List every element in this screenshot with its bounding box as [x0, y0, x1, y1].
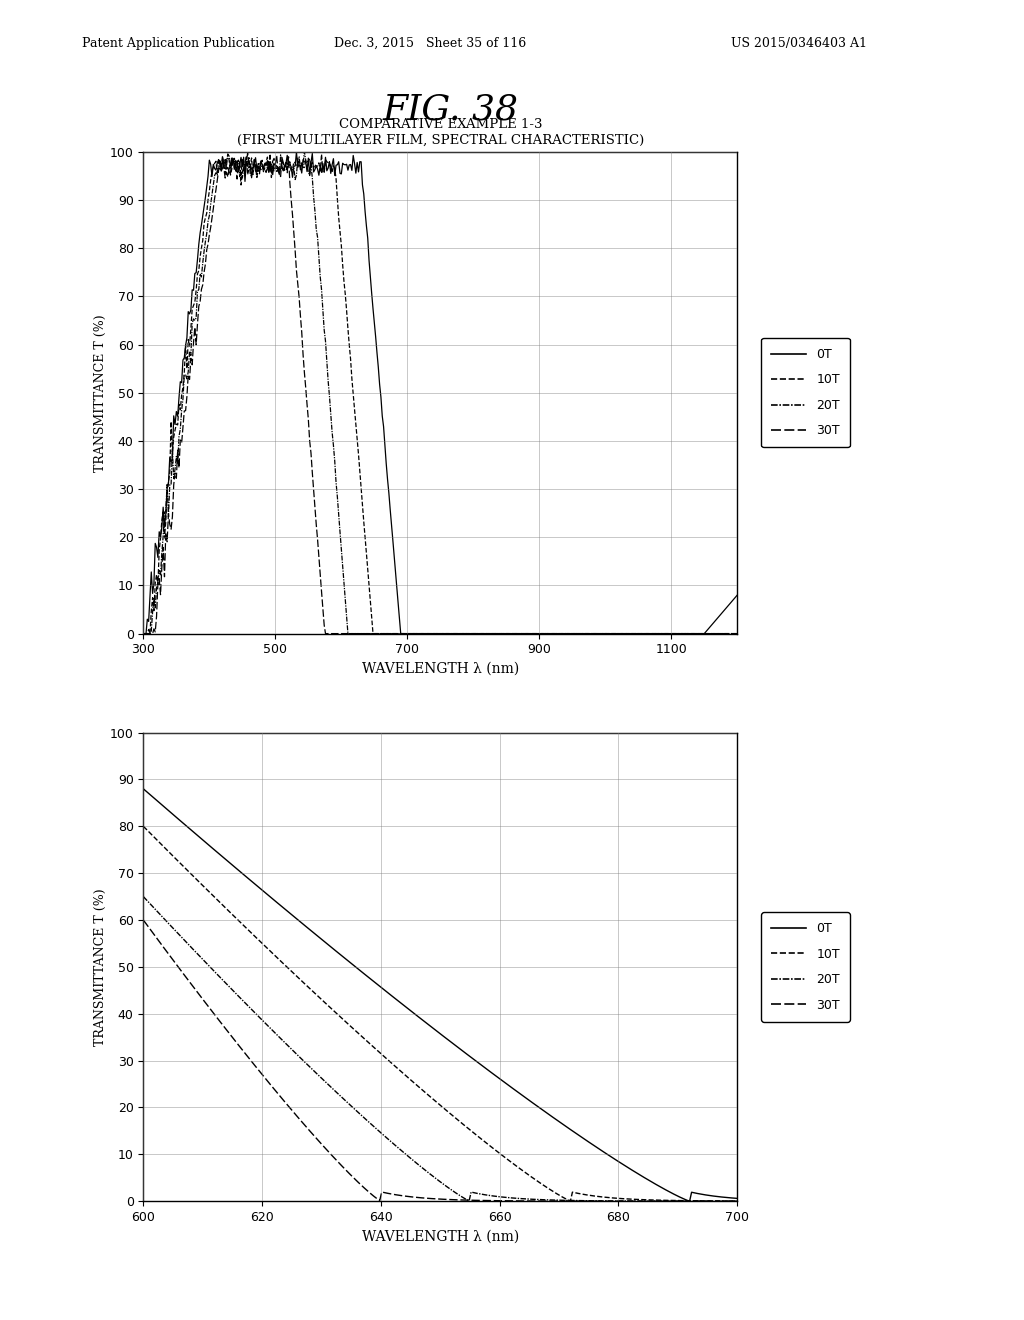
30T	[462, 626, 474, 642]
30T	[676, 1193, 688, 1209]
20T	[540, 626, 552, 642]
10T	[462, 626, 474, 642]
30T	[224, 158, 237, 174]
10T	[224, 168, 237, 183]
10T	[488, 1142, 501, 1158]
0T	[638, 1170, 650, 1185]
Y-axis label: TRANSMITTANCE T (%): TRANSMITTANCE T (%)	[94, 314, 106, 471]
Y-axis label: TRANSMITTANCE T (%): TRANSMITTANCE T (%)	[94, 888, 106, 1045]
20T	[298, 144, 310, 160]
30T	[165, 521, 177, 537]
0T	[462, 626, 474, 642]
0T	[139, 783, 152, 799]
10T	[165, 413, 177, 429]
Line: 20T: 20T	[143, 152, 737, 634]
0T	[501, 1076, 513, 1092]
0T	[540, 626, 552, 642]
Line: 0T: 0T	[143, 789, 737, 1201]
10T	[264, 147, 276, 162]
Line: 10T: 10T	[143, 826, 737, 1201]
10T	[731, 1193, 743, 1209]
10T	[490, 1143, 503, 1159]
Line: 30T: 30T	[143, 153, 737, 634]
0T	[137, 781, 150, 797]
20T	[731, 626, 743, 642]
Line: 20T: 20T	[143, 896, 737, 1201]
30T	[488, 1193, 501, 1209]
0T	[165, 454, 177, 470]
10T	[139, 821, 152, 837]
20T	[501, 1189, 513, 1205]
30T	[731, 1193, 743, 1209]
0T	[490, 1069, 503, 1085]
Text: FIG. 38: FIG. 38	[383, 92, 518, 127]
20T	[137, 626, 150, 642]
30T	[490, 1193, 503, 1209]
0T	[731, 1191, 743, 1206]
30T	[242, 145, 254, 161]
30T	[638, 1193, 650, 1209]
30T	[384, 626, 396, 642]
Line: 10T: 10T	[143, 154, 737, 634]
Title: COMPARATIVE EXAMPLE 1-3
(FIRST MULTILAYER FILM, SPECTRAL CHARACTERISTIC): COMPARATIVE EXAMPLE 1-3 (FIRST MULTILAYE…	[237, 119, 644, 147]
30T	[501, 1193, 513, 1209]
10T	[384, 626, 396, 642]
30T	[636, 626, 648, 642]
10T	[540, 626, 552, 642]
10T	[638, 1192, 650, 1208]
Text: Dec. 3, 2015   Sheet 35 of 116: Dec. 3, 2015 Sheet 35 of 116	[334, 37, 526, 50]
20T	[137, 888, 150, 904]
0T	[384, 502, 396, 517]
Line: 30T: 30T	[143, 920, 737, 1201]
20T	[488, 1188, 501, 1204]
0T	[636, 626, 648, 642]
20T	[224, 160, 237, 176]
Text: US 2015/0346403 A1: US 2015/0346403 A1	[731, 37, 866, 50]
30T	[540, 626, 552, 642]
30T	[731, 626, 743, 642]
20T	[636, 626, 648, 642]
10T	[636, 626, 648, 642]
0T	[224, 165, 237, 181]
Line: 0T: 0T	[143, 152, 737, 634]
0T	[676, 1191, 688, 1206]
30T	[139, 915, 152, 931]
20T	[384, 626, 396, 642]
20T	[490, 1188, 503, 1204]
Legend: 0T, 10T, 20T, 30T: 0T, 10T, 20T, 30T	[762, 338, 850, 447]
10T	[501, 1151, 513, 1167]
20T	[165, 477, 177, 492]
0T	[137, 626, 150, 642]
20T	[462, 626, 474, 642]
20T	[731, 1193, 743, 1209]
Legend: 0T, 10T, 20T, 30T: 0T, 10T, 20T, 30T	[762, 912, 850, 1022]
20T	[139, 891, 152, 907]
10T	[137, 626, 150, 642]
10T	[731, 626, 743, 642]
0T	[731, 587, 743, 603]
20T	[638, 1193, 650, 1209]
X-axis label: WAVELENGTH λ (nm): WAVELENGTH λ (nm)	[361, 661, 519, 676]
0T	[488, 1068, 501, 1084]
30T	[137, 626, 150, 642]
30T	[137, 912, 150, 928]
Text: Patent Application Publication: Patent Application Publication	[82, 37, 274, 50]
X-axis label: WAVELENGTH λ (nm): WAVELENGTH λ (nm)	[361, 1229, 519, 1243]
10T	[676, 1193, 688, 1209]
0T	[291, 144, 303, 160]
0T	[683, 1193, 695, 1209]
10T	[137, 818, 150, 834]
20T	[676, 1193, 688, 1209]
